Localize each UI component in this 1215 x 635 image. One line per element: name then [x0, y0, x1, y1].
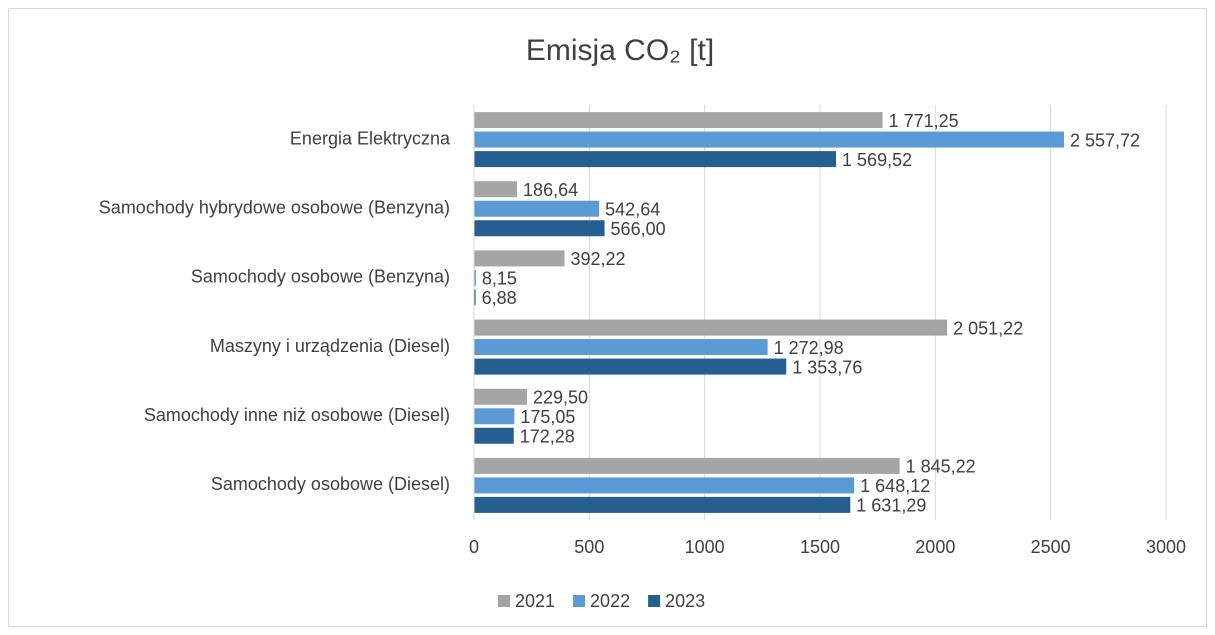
x-tick-label: 2500 [1031, 537, 1071, 557]
y-tick-label: Samochody osobowe (Benzyna) [191, 267, 450, 287]
data-label: 1 648,12 [860, 476, 930, 496]
data-label: 1 272,98 [774, 338, 844, 358]
bar [474, 250, 565, 267]
y-tick-label: Samochody inne niż osobowe (Diesel) [144, 405, 450, 425]
x-tick-label: 1000 [685, 537, 725, 557]
data-label: 566,00 [611, 219, 666, 239]
data-label: 229,50 [533, 388, 588, 408]
bar [474, 131, 1064, 148]
bar [474, 427, 514, 444]
x-tick-label: 3000 [1146, 537, 1186, 557]
bar [474, 181, 518, 198]
bar [474, 112, 883, 129]
data-label: 1 569,52 [842, 150, 912, 170]
data-label: 8,15 [482, 269, 517, 289]
chart-title: Emisja CO₂ [t] [526, 34, 714, 67]
bar [474, 496, 851, 513]
bar [474, 289, 476, 306]
bar [474, 339, 768, 356]
legend-label: 2022 [590, 591, 630, 611]
data-label: 1 631,29 [856, 496, 926, 516]
x-tick-label: 1500 [800, 537, 840, 557]
bar [474, 388, 527, 405]
chart-frame [8, 8, 1207, 627]
data-label: 542,64 [605, 200, 660, 220]
data-label: 2 051,22 [953, 318, 1023, 338]
data-label: 2 557,72 [1070, 130, 1140, 150]
data-label: 1 353,76 [792, 357, 862, 377]
bar [474, 269, 476, 286]
bar [474, 200, 600, 217]
x-tick-label: 2000 [915, 537, 955, 557]
y-tick-label: Energia Elektryczna [290, 128, 451, 148]
bar [474, 151, 837, 168]
y-tick-label: Samochody hybrydowe osobowe (Benzyna) [99, 198, 450, 218]
data-label: 1 771,25 [889, 111, 959, 131]
x-tick-label: 500 [574, 537, 604, 557]
bar [474, 477, 855, 494]
data-label: 1 845,22 [906, 457, 976, 477]
legend-swatch [573, 595, 586, 607]
data-label: 175,05 [520, 407, 575, 427]
legend-label: 2021 [515, 591, 555, 611]
bar [474, 319, 948, 336]
y-tick-label: Maszyny i urządzenia (Diesel) [210, 336, 450, 356]
data-label: 172,28 [520, 427, 575, 447]
data-label: 186,64 [523, 180, 578, 200]
legend-swatch [648, 595, 661, 607]
bar [474, 457, 900, 474]
bar [474, 358, 787, 375]
x-tick-label: 0 [469, 537, 479, 557]
bar [474, 220, 605, 237]
y-tick-label: Samochody osobowe (Diesel) [211, 474, 450, 494]
data-label: 6,88 [482, 288, 517, 308]
legend-swatch [498, 595, 510, 607]
bar [474, 408, 515, 425]
data-label: 392,22 [570, 249, 625, 269]
legend-label: 2023 [665, 591, 705, 611]
